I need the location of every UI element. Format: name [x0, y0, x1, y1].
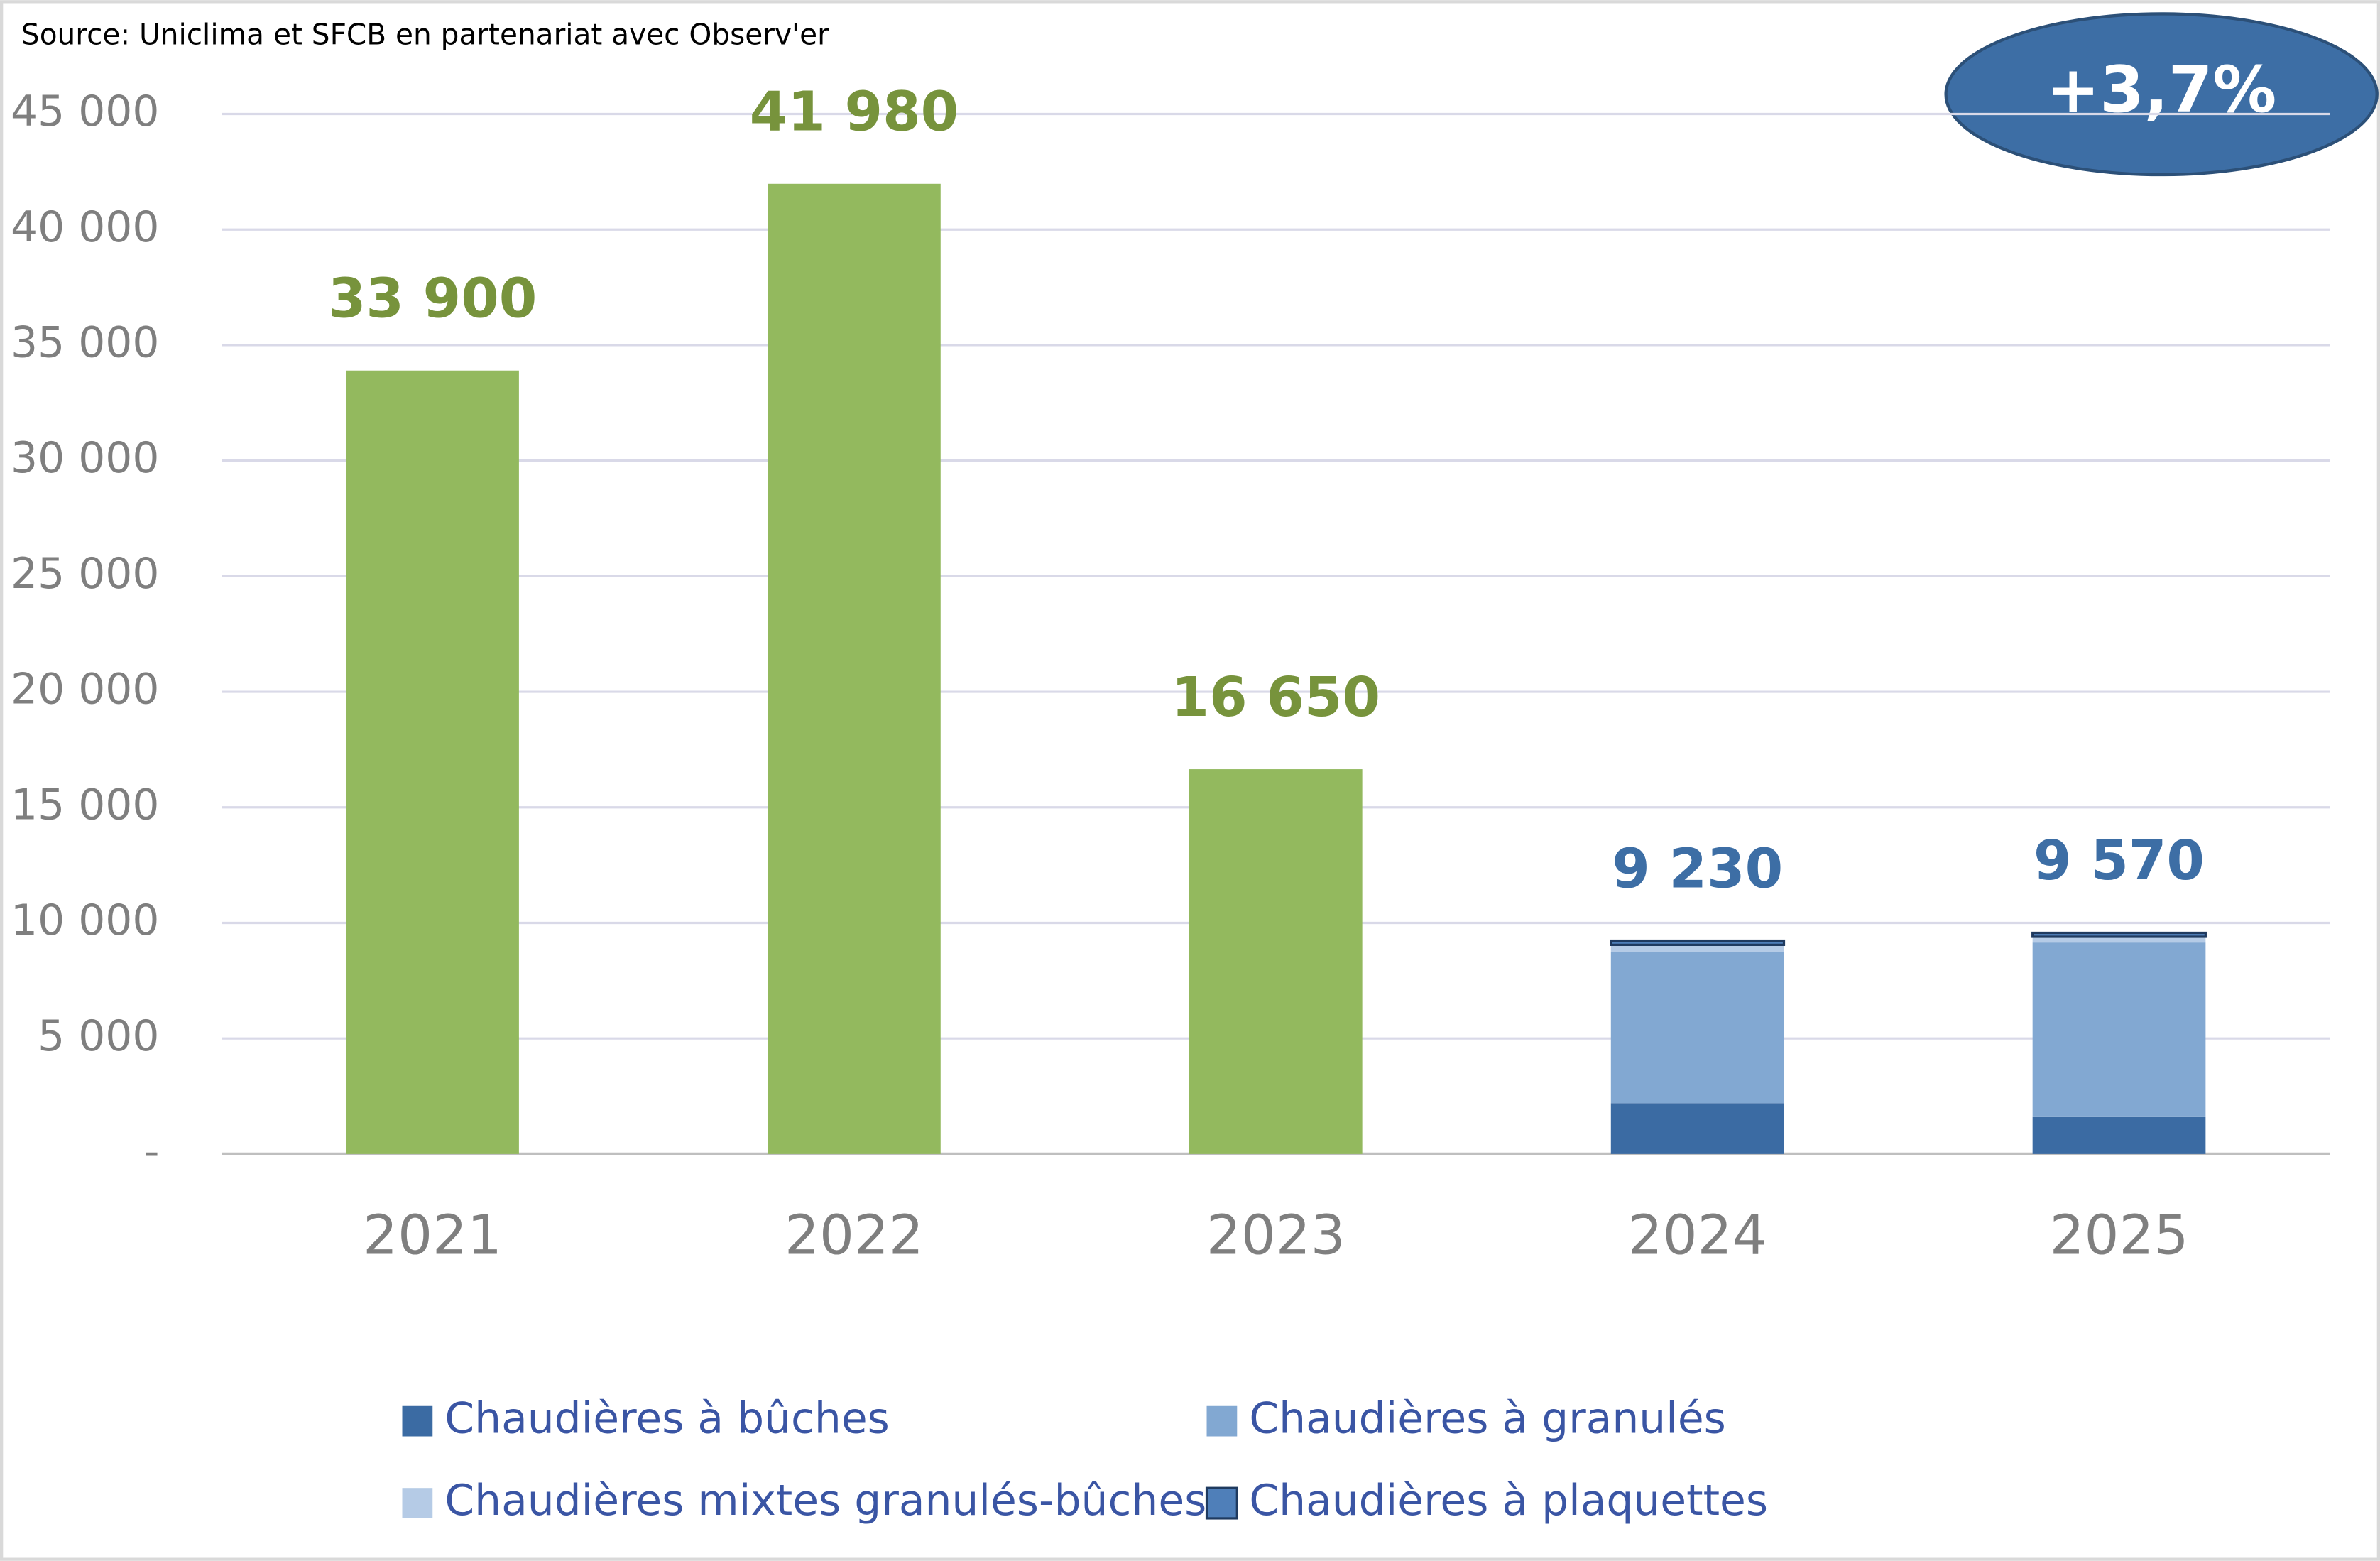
data-label: 33 900: [328, 268, 537, 331]
x-tick-label: 2025: [2050, 1204, 2189, 1268]
legend-swatch: [1205, 1486, 1238, 1520]
y-tick-label: 45 000: [11, 87, 159, 136]
data-label: 9 570: [2034, 830, 2205, 893]
y-tick-label: 15 000: [11, 780, 159, 830]
y-tick-label: 5 000: [38, 1011, 159, 1061]
y-tick-label: -: [144, 1126, 160, 1176]
legend-swatch: [1206, 1405, 1238, 1437]
y-tick-label: 30 000: [11, 433, 159, 483]
y-tick-label: 25 000: [11, 549, 159, 599]
legend-swatch: [402, 1405, 433, 1437]
legend-label: Chaudières à granulés: [1249, 1394, 1726, 1444]
x-tick-label: 2023: [1206, 1204, 1345, 1268]
y-tick-label: 40 000: [11, 202, 159, 252]
y-tick-label: 10 000: [11, 896, 159, 945]
x-tick-label: 2024: [1628, 1204, 1767, 1268]
legend-label: Chaudières à bûches: [444, 1394, 890, 1444]
y-tick-label: 20 000: [11, 665, 159, 714]
legend-label: Chaudières mixtes granulés-bûches: [444, 1476, 1206, 1525]
data-label: 41 980: [750, 81, 959, 144]
x-tick-label: 2021: [363, 1204, 502, 1268]
data-label: 16 650: [1172, 666, 1380, 729]
bar: [768, 183, 941, 1154]
bar-segment: [2032, 936, 2206, 943]
bar-segment: [1610, 945, 1784, 952]
growth-annotation: +3,7%: [2046, 53, 2276, 127]
bar-segment: [1610, 1103, 1784, 1154]
bar: [346, 370, 519, 1154]
bar-segment: [1610, 939, 1786, 946]
bar-segment: [2031, 931, 2207, 938]
data-label: 9 230: [1612, 837, 1783, 901]
x-tick-label: 2022: [785, 1204, 924, 1268]
growth-badge: [1944, 12, 2379, 177]
bar-segment: [1610, 952, 1784, 1104]
bar-segment: [2032, 942, 2206, 1117]
legend-swatch: [402, 1488, 433, 1518]
source-note: Source: Uniclima et SFCB en partenariat …: [21, 17, 829, 51]
bar: [1189, 769, 1363, 1154]
bar-segment: [2032, 1116, 2206, 1154]
legend-label: Chaudières à plaquettes: [1249, 1476, 1768, 1525]
y-tick-label: 35 000: [11, 318, 159, 368]
